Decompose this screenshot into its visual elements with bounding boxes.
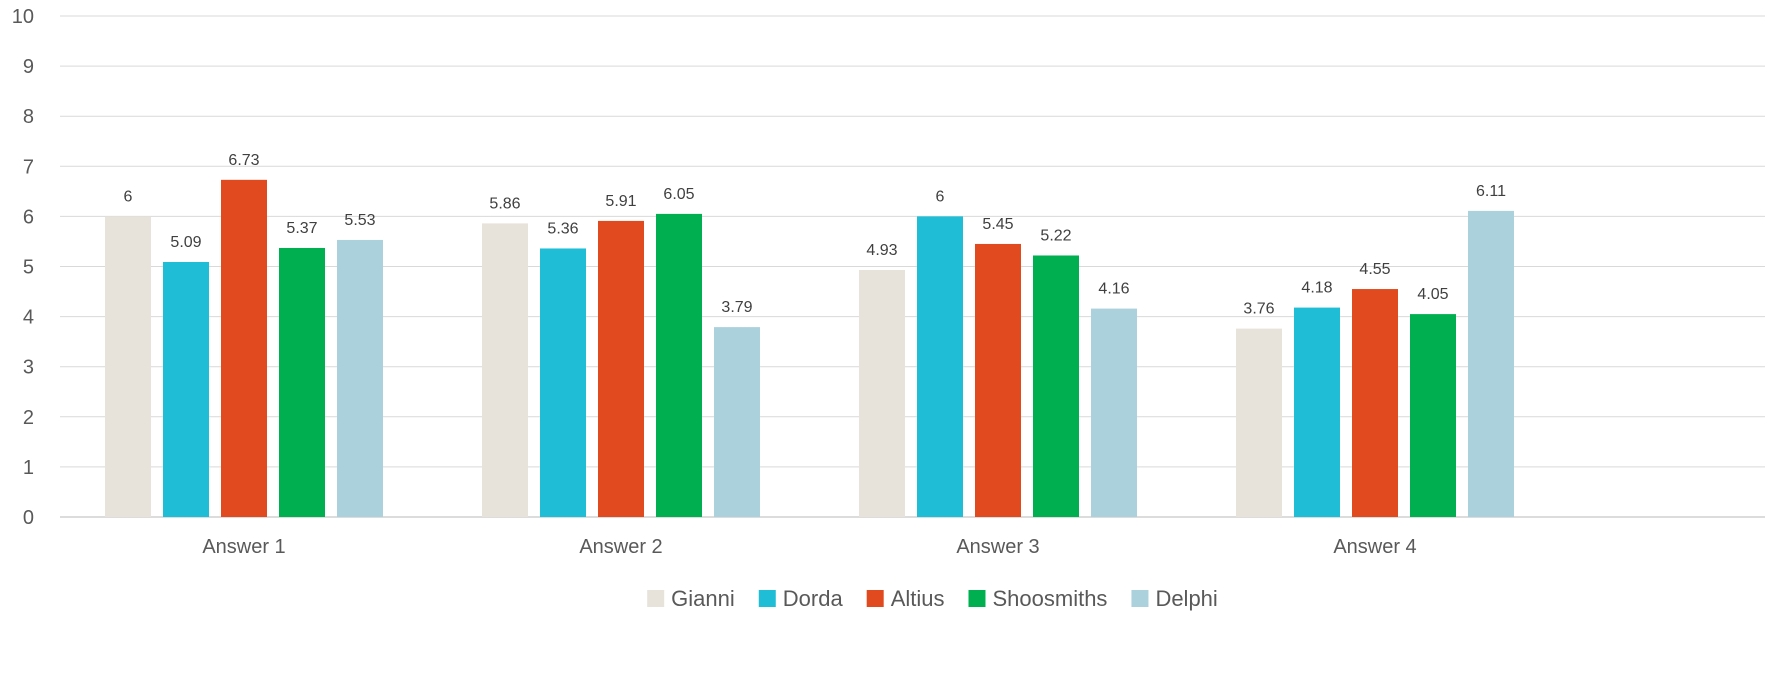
- x-category-label: Answer 1: [202, 536, 285, 558]
- data-label: 5.53: [344, 212, 375, 229]
- data-label: 4.05: [1417, 286, 1448, 303]
- legend-swatch: [866, 590, 884, 607]
- data-label: 5.45: [982, 216, 1013, 233]
- legend-label: Delphi: [1155, 586, 1217, 611]
- bar-gianni-2: [482, 223, 528, 517]
- bar-dorda-2: [540, 248, 586, 518]
- data-label: 6: [124, 188, 133, 205]
- data-label: 6.11: [1476, 183, 1506, 200]
- legend-swatch: [968, 590, 986, 607]
- x-category-label: Answer 3: [956, 536, 1039, 558]
- legend-label: Dorda: [783, 586, 844, 611]
- bar-dorda-3: [917, 216, 963, 517]
- bar-gianni-3: [859, 270, 905, 517]
- bar-gianni-1: [105, 216, 151, 517]
- y-tick-label: 3: [23, 357, 34, 379]
- bar-dorda-1: [163, 261, 209, 517]
- y-tick-label: 9: [23, 56, 34, 78]
- y-tick-label: 5: [23, 257, 34, 279]
- y-tick-label: 4: [23, 307, 34, 329]
- bar-delphi-3: [1091, 308, 1137, 517]
- data-label: 4.18: [1301, 280, 1332, 297]
- data-label: 4.55: [1359, 261, 1390, 278]
- y-tick-label: 6: [23, 206, 34, 228]
- legend-swatch: [647, 590, 665, 607]
- legend-item-gianni: Gianni: [647, 586, 735, 611]
- data-label: 5.91: [605, 193, 636, 210]
- data-label: 6.05: [663, 186, 694, 203]
- bar-gianni-4: [1236, 328, 1282, 517]
- data-label: 5.09: [170, 234, 201, 251]
- x-axis-categories: Answer 1 Answer 2 Answer 3 Answer 4: [202, 536, 1416, 558]
- y-tick-label: 10: [12, 6, 34, 28]
- x-category-label: Answer 4: [1333, 536, 1416, 558]
- data-label: 5.86: [489, 195, 520, 212]
- legend-swatch: [1131, 590, 1149, 607]
- bar-shoosmiths-3: [1033, 255, 1079, 517]
- bar-delphi-2: [714, 327, 760, 517]
- bar-shoosmiths-4: [1410, 314, 1456, 517]
- data-label: 6.73: [228, 152, 259, 169]
- data-label: 4.16: [1098, 281, 1129, 298]
- bar-altius-2: [598, 220, 644, 517]
- data-label: 5.36: [547, 220, 578, 237]
- legend-item-altius: Altius: [866, 586, 945, 611]
- legend-label: Altius: [891, 586, 945, 611]
- data-label: 5.37: [286, 220, 317, 237]
- legend-item-delphi: Delphi: [1131, 586, 1218, 611]
- bar-altius-1: [221, 179, 267, 517]
- bar-delphi-1: [337, 239, 383, 517]
- data-labels: 6 5.09 6.73 5.37 5.53 5.86 5.36 5.91 6.05 3.79 4.9…: [124, 152, 1507, 318]
- y-axis-ticks: 0 1 2 3 4 5 6 7 8 9 10: [12, 6, 34, 529]
- data-label: 4.93: [866, 242, 897, 259]
- y-tick-label: 7: [23, 156, 34, 178]
- legend-label: Gianni: [671, 586, 735, 611]
- data-label: 6: [936, 188, 945, 205]
- legend-label: Shoosmiths: [992, 586, 1107, 611]
- bar-shoosmiths-2: [656, 213, 702, 517]
- legend-item-dorda: Dorda: [758, 586, 844, 611]
- bar-altius-3: [975, 243, 1021, 517]
- legend: Gianni Dorda Altius Shoosmiths Delphi: [647, 586, 1218, 611]
- bar-shoosmiths-1: [279, 247, 325, 517]
- y-tick-label: 1: [23, 457, 34, 479]
- bar-delphi-4: [1468, 210, 1514, 517]
- bars: [105, 179, 1514, 518]
- y-tick-label: 8: [23, 106, 34, 128]
- data-label: 5.22: [1040, 227, 1071, 244]
- y-tick-label: 0: [23, 507, 34, 529]
- x-category-label: Answer 2: [579, 536, 662, 558]
- y-tick-label: 2: [23, 407, 34, 429]
- legend-swatch: [758, 590, 776, 607]
- data-label: 3.76: [1243, 301, 1274, 318]
- data-label: 3.79: [721, 299, 752, 316]
- legend-item-shoosmiths: Shoosmiths: [968, 586, 1107, 611]
- bar-altius-4: [1352, 289, 1398, 517]
- bar-dorda-4: [1294, 307, 1340, 517]
